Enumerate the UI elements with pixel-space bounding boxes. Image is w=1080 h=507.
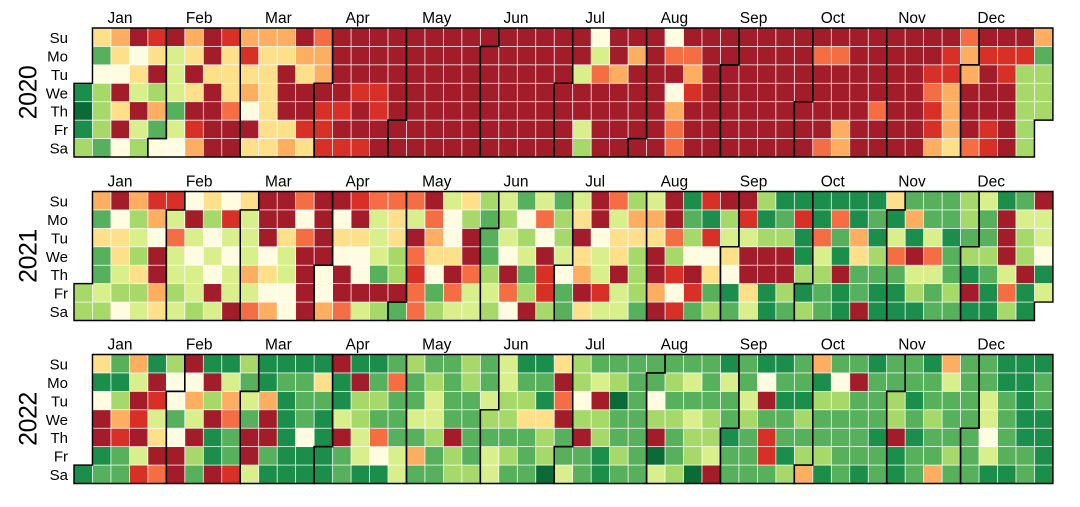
svg-text:Jan: Jan	[108, 10, 133, 27]
svg-text:Su: Su	[50, 357, 68, 374]
svg-text:Dec: Dec	[977, 174, 1005, 191]
svg-text:Feb: Feb	[186, 337, 213, 354]
svg-text:Sep: Sep	[740, 337, 768, 354]
svg-text:Sa: Sa	[50, 304, 69, 321]
svg-text:Apr: Apr	[346, 10, 370, 27]
svg-text:We: We	[46, 85, 68, 102]
svg-text:2020: 2020	[15, 66, 43, 120]
svg-text:Apr: Apr	[346, 174, 370, 191]
svg-text:Aug: Aug	[661, 10, 689, 27]
svg-text:Mar: Mar	[265, 174, 292, 191]
svg-text:Nov: Nov	[898, 174, 926, 191]
svg-text:Mar: Mar	[265, 10, 292, 27]
svg-text:Dec: Dec	[977, 337, 1005, 354]
svg-text:Th: Th	[50, 267, 68, 284]
svg-text:Jul: Jul	[585, 174, 605, 191]
svg-text:We: We	[46, 412, 68, 429]
svg-text:Nov: Nov	[898, 337, 926, 354]
svg-text:Mo: Mo	[47, 212, 68, 229]
svg-text:May: May	[422, 337, 452, 354]
svg-text:Fr: Fr	[54, 286, 68, 303]
svg-text:Fr: Fr	[54, 449, 68, 466]
svg-text:Jun: Jun	[504, 10, 529, 27]
svg-text:Aug: Aug	[661, 174, 689, 191]
svg-text:Aug: Aug	[661, 337, 689, 354]
svg-text:Feb: Feb	[186, 174, 213, 191]
svg-text:Th: Th	[50, 430, 68, 447]
svg-text:Dec: Dec	[977, 10, 1005, 27]
svg-text:Fr: Fr	[54, 122, 68, 139]
svg-text:Tu: Tu	[51, 230, 68, 247]
svg-text:Tu: Tu	[51, 67, 68, 84]
svg-text:Oct: Oct	[821, 174, 846, 191]
svg-text:Su: Su	[50, 194, 68, 211]
svg-text:Mo: Mo	[47, 48, 68, 65]
svg-text:Apr: Apr	[346, 337, 370, 354]
svg-text:Jun: Jun	[504, 337, 529, 354]
svg-text:Su: Su	[50, 30, 68, 47]
svg-text:May: May	[422, 10, 452, 27]
svg-text:Sa: Sa	[50, 141, 69, 158]
svg-text:Oct: Oct	[821, 10, 846, 27]
svg-text:May: May	[422, 174, 452, 191]
svg-text:Tu: Tu	[51, 393, 68, 410]
svg-text:We: We	[46, 249, 68, 266]
svg-text:Sa: Sa	[50, 467, 69, 484]
svg-text:Jul: Jul	[585, 337, 605, 354]
svg-text:Jan: Jan	[108, 337, 133, 354]
svg-text:Jun: Jun	[504, 174, 529, 191]
svg-text:Sep: Sep	[740, 174, 768, 191]
svg-text:Mo: Mo	[47, 375, 68, 392]
svg-text:Sep: Sep	[740, 10, 768, 27]
svg-text:Jul: Jul	[585, 10, 605, 27]
svg-text:Oct: Oct	[821, 337, 846, 354]
svg-text:2022: 2022	[15, 392, 43, 446]
svg-text:2021: 2021	[15, 229, 43, 283]
svg-text:Th: Th	[50, 104, 68, 121]
svg-text:Jan: Jan	[108, 174, 133, 191]
svg-text:Mar: Mar	[265, 337, 292, 354]
svg-text:Nov: Nov	[898, 10, 926, 27]
svg-text:Feb: Feb	[186, 10, 213, 27]
